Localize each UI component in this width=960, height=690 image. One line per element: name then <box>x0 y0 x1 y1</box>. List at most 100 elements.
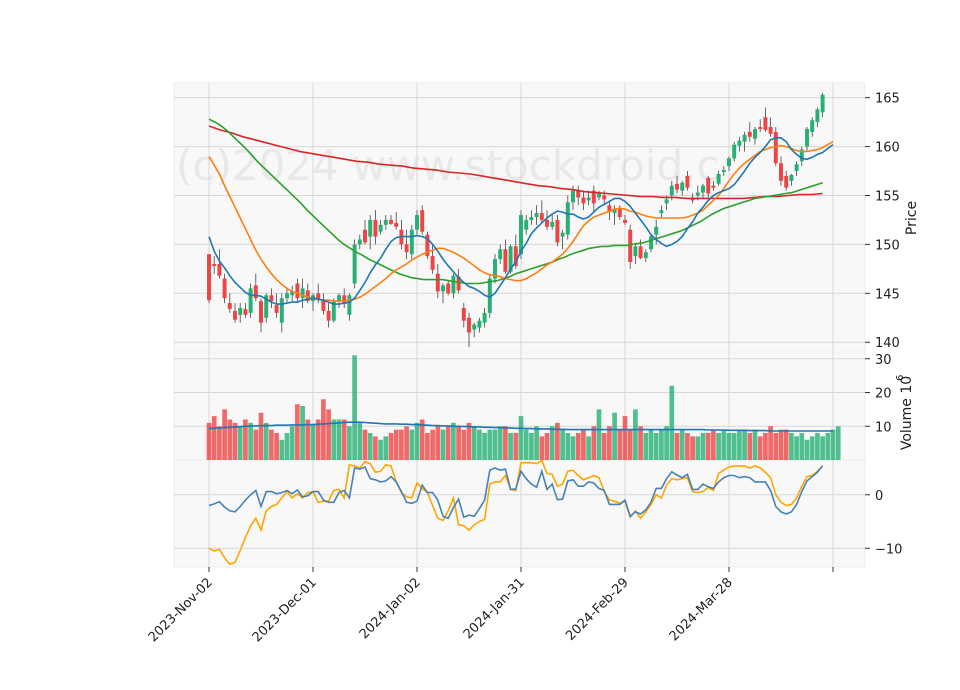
candle-body <box>238 307 243 315</box>
volume-bar <box>222 409 227 460</box>
volume-bar <box>700 433 706 460</box>
volume-average-line <box>208 421 833 432</box>
candle-body <box>383 219 388 225</box>
volume-bar <box>232 422 238 460</box>
volume-bar <box>388 433 394 460</box>
candle-body <box>337 295 341 302</box>
volume-bar <box>336 419 342 460</box>
candle-body <box>493 259 497 279</box>
candle-body <box>461 307 466 321</box>
price-tick-label: 160 <box>875 141 900 156</box>
volume-bar <box>357 422 363 460</box>
candle-body <box>675 183 679 190</box>
candle-body <box>425 234 430 257</box>
volume-bar <box>206 422 212 460</box>
volume-bar <box>347 426 352 460</box>
candle-body <box>253 285 258 299</box>
volume-bar <box>300 406 305 460</box>
candle-body <box>446 283 451 294</box>
candle-body <box>706 177 711 194</box>
volume-bar <box>211 416 217 460</box>
candle-body <box>789 174 794 181</box>
volume-bar <box>248 422 253 460</box>
volume-bar <box>804 439 810 460</box>
candle-body <box>430 256 435 270</box>
volume-bar <box>284 433 290 460</box>
candle-body <box>378 224 383 232</box>
candle-body <box>607 205 612 213</box>
candle-body <box>342 295 347 305</box>
candle-body <box>394 222 399 227</box>
candle-body <box>207 254 211 301</box>
volume-bar <box>581 429 586 460</box>
volume-tick-label: 20 <box>875 387 892 402</box>
x-tick-label: 2023-Dec-01 <box>250 575 320 645</box>
indicator-lines <box>208 118 834 566</box>
volume-bar <box>794 436 799 460</box>
candle-body <box>352 244 357 284</box>
volume-bar <box>487 429 493 460</box>
candle-body <box>326 310 331 321</box>
volume-bar <box>471 426 477 460</box>
volume-bar <box>461 429 467 460</box>
volume-bar <box>310 424 316 460</box>
volume-bar <box>570 436 576 460</box>
volume-bar <box>757 436 763 460</box>
candle-body <box>649 236 653 250</box>
candle-body <box>737 140 742 146</box>
price-tick-label: 155 <box>875 189 900 204</box>
candle-body <box>508 246 513 272</box>
volume-bar <box>809 436 815 460</box>
volume-bar <box>560 429 565 460</box>
volume-bar <box>383 436 389 460</box>
candle-body <box>820 94 825 113</box>
svg-text:Volume 10: Volume 10 <box>899 376 915 450</box>
candle-body <box>799 149 804 162</box>
candle-body <box>259 301 263 323</box>
volume-bar <box>565 433 571 460</box>
candle-body <box>784 175 789 188</box>
candle-body <box>685 175 690 188</box>
volume-bar <box>503 426 508 460</box>
volume-bar <box>731 433 737 460</box>
volume-bar <box>601 433 607 460</box>
candle-body <box>550 221 555 227</box>
volume-bar <box>549 426 555 460</box>
volume-bar <box>622 416 628 460</box>
sma-fast-line <box>208 137 834 305</box>
volume-bar <box>289 426 295 460</box>
candle-body <box>638 246 643 259</box>
volume-bar <box>591 426 597 460</box>
candle-body <box>363 229 367 243</box>
candle-body <box>279 298 284 323</box>
candle-body <box>628 229 633 263</box>
volume-bar <box>747 433 753 460</box>
volume-bar <box>742 429 747 460</box>
volume-bar <box>425 433 430 460</box>
candlesticks <box>207 92 825 348</box>
volume-axis-label-text: Volume <box>899 398 915 450</box>
candle-body <box>716 173 721 184</box>
candle-body <box>227 303 232 309</box>
oscillator-signal-line <box>208 459 824 566</box>
volume-bar <box>575 433 581 460</box>
volume-bar <box>399 429 404 460</box>
candle-body <box>264 295 269 318</box>
candle-body <box>222 278 227 299</box>
candle-body <box>467 317 471 333</box>
candle-body <box>347 295 352 315</box>
candle-body <box>368 219 373 237</box>
oscillator-tick-label: −10 <box>875 542 902 557</box>
volume-bar <box>295 404 300 460</box>
candle-body <box>300 288 305 299</box>
candle-body <box>695 192 700 196</box>
volume-bar <box>451 422 456 460</box>
candle-body <box>617 209 622 218</box>
candle-body <box>409 229 414 255</box>
candle-body <box>659 210 664 214</box>
volume-bar <box>508 433 513 460</box>
candle-body <box>373 219 378 237</box>
candle-body <box>389 219 393 224</box>
sma-long-line <box>208 125 823 200</box>
